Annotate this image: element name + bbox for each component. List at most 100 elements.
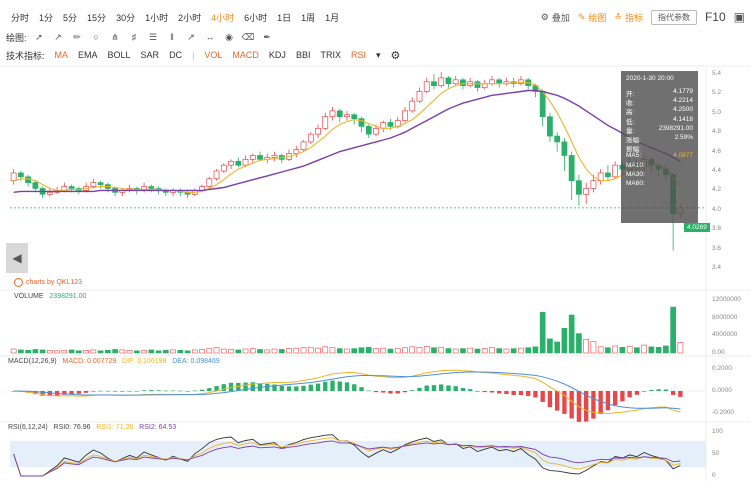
volume-bar	[619, 346, 626, 354]
params-button[interactable]: 指代参数	[650, 9, 697, 25]
macd-histogram-bar	[663, 389, 669, 391]
draw-button[interactable]: ✎ 绘图	[577, 11, 607, 23]
volume-bar	[605, 347, 611, 354]
pattern-tool-icon[interactable]: ♯	[131, 32, 137, 42]
scroll-left-button[interactable]: ◀	[6, 243, 28, 273]
candle-body	[39, 188, 46, 195]
macd-histogram-bar	[366, 390, 371, 392]
candle-body	[605, 172, 611, 178]
timeframe-9[interactable]: 1日	[277, 12, 292, 23]
fullscreen-icon[interactable]: ▣	[733, 10, 745, 24]
volume-tick-label: 12000000	[712, 296, 741, 303]
timeframe-4[interactable]: 30分	[116, 12, 136, 23]
macd-histogram-bar	[554, 391, 560, 411]
volume-bar	[97, 350, 104, 354]
timeframe-2[interactable]: 5分	[63, 12, 78, 23]
measure-tool-icon[interactable]: ↔	[205, 32, 215, 42]
indicator-sar[interactable]: SAR	[140, 50, 160, 60]
arrow-tool-icon[interactable]: ↗	[187, 31, 195, 42]
indicator-ema[interactable]: EMA	[78, 50, 98, 60]
f10-button[interactable]: F10	[704, 10, 726, 24]
volume-bar	[264, 349, 271, 354]
tooltip-value: 4.1418	[673, 115, 693, 123]
volume-bar	[68, 349, 75, 354]
pitchfork-tool-icon[interactable]: ⋔	[111, 31, 119, 42]
macd-histogram-bar	[540, 391, 545, 402]
tooltip-value: 4.2214	[673, 97, 693, 105]
macd-histogram-bar	[489, 391, 495, 393]
candle-body	[576, 180, 582, 195]
timeframe-7[interactable]: 4小时	[211, 12, 235, 23]
indicator-separator: |	[192, 50, 195, 60]
indicator-vol[interactable]: VOL	[204, 50, 223, 60]
tooltip-row: 低: 4.1418	[626, 115, 693, 126]
macd-histogram-bar	[446, 385, 451, 391]
timeframe-1[interactable]: 1分	[39, 12, 54, 23]
tooltip-row: 高: 4.2500	[626, 106, 693, 117]
macd-histogram-bar	[272, 384, 277, 391]
timeframe-0[interactable]: 分时	[11, 12, 30, 23]
candle-body	[590, 180, 597, 189]
candle-body	[539, 91, 546, 118]
candle-body	[286, 153, 292, 160]
indicator-dropdown-icon[interactable]: ▾	[375, 49, 381, 60]
trash-icon[interactable]: ⌫	[241, 31, 255, 42]
indicator-ma[interactable]: MA	[54, 50, 69, 60]
volume-bar	[119, 349, 126, 354]
timeframe-11[interactable]: 1月	[325, 12, 340, 23]
indicator-rsi[interactable]: RSI	[350, 50, 366, 60]
candle-body	[141, 186, 147, 191]
candle-body	[438, 77, 445, 86]
candle-body	[61, 186, 68, 191]
tooltip-value: 2398291.00	[658, 124, 693, 132]
volume-bar	[257, 349, 263, 354]
timeframe-10[interactable]: 1周	[301, 12, 316, 23]
timeframe-8[interactable]: 6小时	[244, 12, 268, 23]
gann-tool-icon[interactable]: ‖	[170, 32, 174, 42]
indicator-kdj[interactable]: KDJ	[268, 50, 286, 60]
macd-histogram-bar	[134, 390, 140, 392]
indicator-boll[interactable]: BOLL	[107, 50, 131, 60]
timeframe-6[interactable]: 2小时	[178, 12, 202, 23]
line-tool-icon[interactable]: ➚	[35, 31, 43, 42]
volume-bar	[525, 347, 532, 354]
timeframe-3[interactable]: 15分	[87, 12, 107, 23]
ray-tool-icon[interactable]: ↗	[54, 31, 62, 42]
add-overlay-button[interactable]: ⚙ 叠加	[540, 11, 570, 23]
brand-logo-icon	[14, 278, 23, 287]
tooltip-value: 4.0877	[673, 152, 693, 160]
candle-body	[387, 122, 394, 127]
candle-body	[373, 127, 379, 135]
rsi-fast-line	[13, 434, 681, 477]
volume-panel-label: VOLUME 2398291.00	[14, 293, 87, 300]
candle-body	[474, 81, 481, 88]
eye-icon[interactable]: ◉	[225, 31, 233, 42]
macd-histogram-bar	[453, 386, 458, 391]
macd-histogram-bar	[47, 391, 53, 397]
candle-body	[278, 155, 285, 160]
volume-bar	[438, 346, 445, 354]
indicator-dc[interactable]: DC	[169, 50, 183, 60]
shape-tool-icon[interactable]: ○	[93, 32, 99, 42]
indicator-macd[interactable]: MACD	[232, 50, 259, 60]
candle-body	[489, 79, 495, 85]
indicator-button[interactable]: ≛ 指标	[614, 11, 643, 23]
timeframe-5[interactable]: 1小时	[145, 12, 169, 23]
macd-histogram-bar	[497, 391, 502, 394]
rsi-mid-line	[13, 437, 681, 477]
indicator-trix[interactable]: TRIX	[320, 50, 341, 60]
pen-tool-icon[interactable]: ✏	[73, 31, 81, 42]
macd-histogram-bar	[475, 391, 480, 392]
brush-icon[interactable]: ✒	[263, 31, 271, 42]
tooltip-key: 高:	[626, 109, 635, 117]
settings-gear-icon[interactable]: ⚙	[390, 49, 401, 62]
volume-bar	[47, 350, 53, 354]
volume-bar	[445, 348, 452, 354]
indicator-bbi[interactable]: BBI	[295, 50, 311, 60]
fib-tool-icon[interactable]: ☰	[148, 31, 158, 42]
candle-body	[336, 110, 343, 118]
volume-tick-label: 8000000	[712, 313, 738, 321]
drawbar-label: 绘图:	[6, 32, 27, 43]
macd-histogram-bar	[359, 387, 364, 391]
tooltip-row: MA5: 4.0877	[626, 152, 693, 161]
